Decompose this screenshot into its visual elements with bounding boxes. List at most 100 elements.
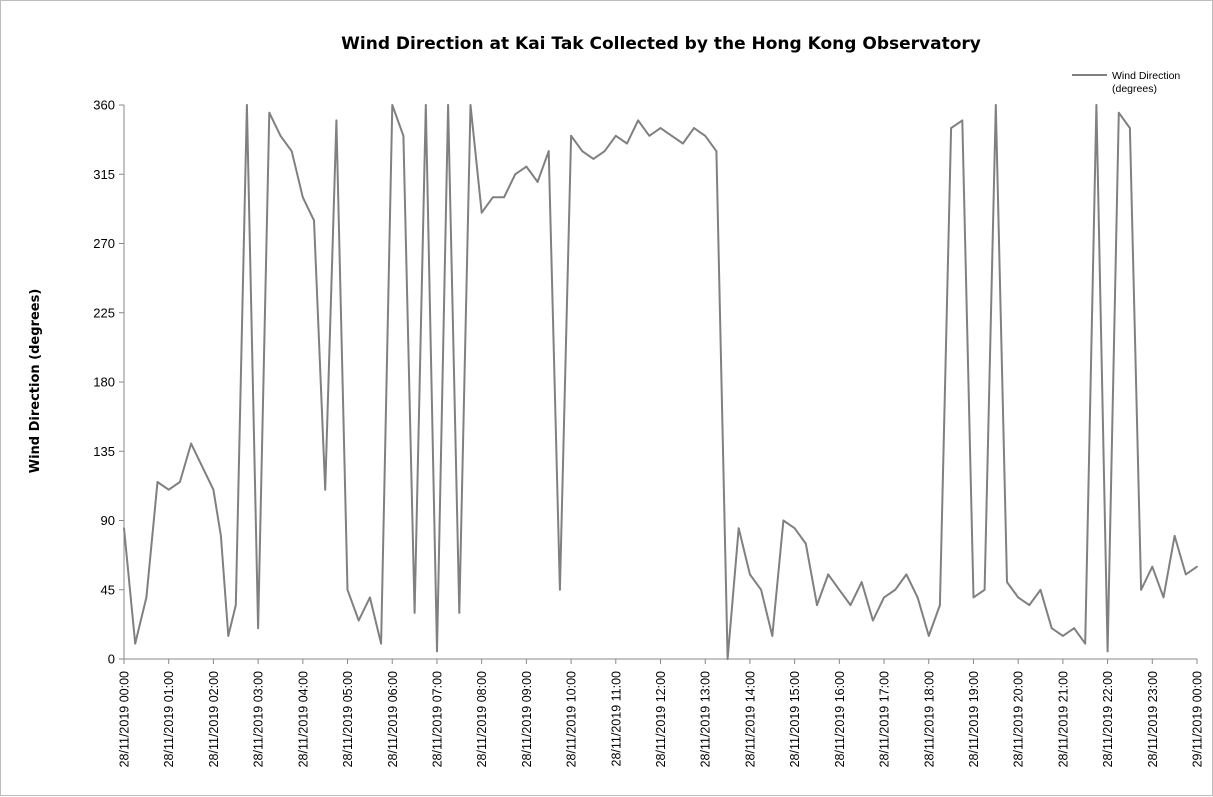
chart-title: Wind Direction at Kai Tak Collected by t… (341, 34, 981, 54)
y-tick-label: 315 (93, 167, 115, 182)
data-point (1039, 588, 1042, 591)
x-tick-label: 28/11/2019 18:00 (922, 671, 936, 767)
data-point (458, 611, 461, 614)
data-point (570, 134, 572, 137)
data-point (1117, 111, 1120, 114)
data-point (1095, 104, 1098, 106)
y-tick-label: 270 (93, 236, 115, 251)
x-tick-label: 28/11/2019 16:00 (833, 671, 847, 767)
y-tick-label: 360 (93, 98, 115, 113)
data-point (1140, 588, 1143, 591)
data-point (793, 527, 796, 530)
data-point (1184, 573, 1187, 576)
data-point (894, 588, 897, 591)
data-point (1106, 650, 1109, 653)
data-point (469, 104, 472, 106)
data-point (491, 196, 494, 199)
data-point (357, 619, 360, 622)
x-tick-labels: 28/11/2019 00:00 28/11/2019 01:00 28/11/20… (118, 659, 1205, 767)
x-tick-label: 28/11/2019 09:00 (520, 671, 534, 767)
data-point (681, 142, 684, 145)
data-point (603, 150, 606, 153)
data-point (391, 104, 394, 106)
legend-label-line-1: Wind Direction (1112, 70, 1180, 82)
data-point (145, 596, 148, 599)
x-tick-label: 28/11/2019 10:00 (565, 671, 579, 767)
data-point (581, 150, 584, 153)
data-point (1006, 581, 1008, 583)
data-point (592, 157, 595, 160)
data-point (413, 611, 416, 614)
data-point (916, 596, 919, 599)
data-point (368, 596, 371, 599)
y-tick-label: 90 (101, 513, 115, 528)
data-point (1028, 604, 1031, 607)
data-point (905, 573, 908, 576)
data-point (626, 142, 628, 145)
data-point (871, 619, 874, 622)
data-point (693, 127, 695, 129)
x-tick-label: 28/11/2019 19:00 (967, 671, 981, 767)
data-point (525, 165, 528, 168)
data-point (227, 635, 230, 637)
x-tick-label: 28/11/2019 00:00 (118, 671, 132, 767)
x-tick-label: 28/11/2019 03:00 (252, 671, 266, 767)
data-point (1162, 596, 1165, 599)
legend-label-line-2: (degrees) (1112, 83, 1157, 95)
series-group (123, 104, 1198, 660)
data-point (1050, 627, 1053, 630)
data-point (219, 534, 222, 537)
data-point (782, 519, 785, 522)
x-tick-label: 28/11/2019 13:00 (699, 671, 713, 767)
data-point (1173, 534, 1176, 537)
data-point (514, 173, 517, 176)
data-point (771, 635, 774, 637)
data-point (559, 588, 561, 591)
data-point (201, 465, 204, 468)
data-point (1151, 565, 1154, 568)
data-point (480, 211, 483, 214)
data-point (178, 481, 181, 483)
data-point (335, 119, 338, 122)
data-point (190, 442, 192, 445)
data-point (670, 134, 673, 137)
data-point (1061, 635, 1064, 637)
x-tick-label: 28/11/2019 14:00 (743, 671, 757, 767)
data-point (648, 134, 651, 137)
y-tick-label: 0 (108, 652, 115, 667)
data-point (1129, 127, 1131, 129)
data-point (804, 542, 807, 545)
y-tick-label: 135 (93, 444, 115, 459)
x-tick-label: 28/11/2019 15:00 (788, 671, 802, 767)
data-point (234, 604, 237, 607)
data-point (1196, 565, 1198, 568)
data-point (156, 481, 159, 483)
x-tick-label: 28/11/2019 21:00 (1056, 671, 1070, 767)
data-point (1084, 642, 1087, 645)
x-tick-label: 28/11/2019 22:00 (1101, 671, 1115, 767)
data-point (424, 104, 427, 106)
x-tick-label: 28/11/2019 06:00 (386, 671, 400, 767)
data-point (939, 604, 941, 607)
data-point (749, 573, 751, 576)
x-tick-label: 28/11/2019 04:00 (296, 671, 310, 767)
x-tick-label: 28/11/2019 20:00 (1012, 671, 1026, 767)
series-line (123, 104, 1198, 660)
y-tick-label: 45 (101, 582, 115, 597)
data-point (134, 642, 137, 645)
data-point (726, 658, 729, 660)
data-point (715, 150, 718, 153)
data-point (313, 219, 315, 222)
x-tick-label: 28/11/2019 11:00 (609, 671, 623, 767)
x-tick-label: 29/11/2019 00:00 (1191, 671, 1205, 767)
data-point (346, 588, 349, 591)
x-tick-label: 28/11/2019 12:00 (654, 671, 668, 767)
data-point (1073, 627, 1075, 630)
data-point (994, 104, 997, 106)
data-point (257, 627, 260, 630)
x-tick-label: 28/11/2019 07:00 (430, 671, 444, 767)
data-point (760, 588, 762, 591)
data-point (212, 488, 215, 491)
data-point (268, 111, 271, 114)
